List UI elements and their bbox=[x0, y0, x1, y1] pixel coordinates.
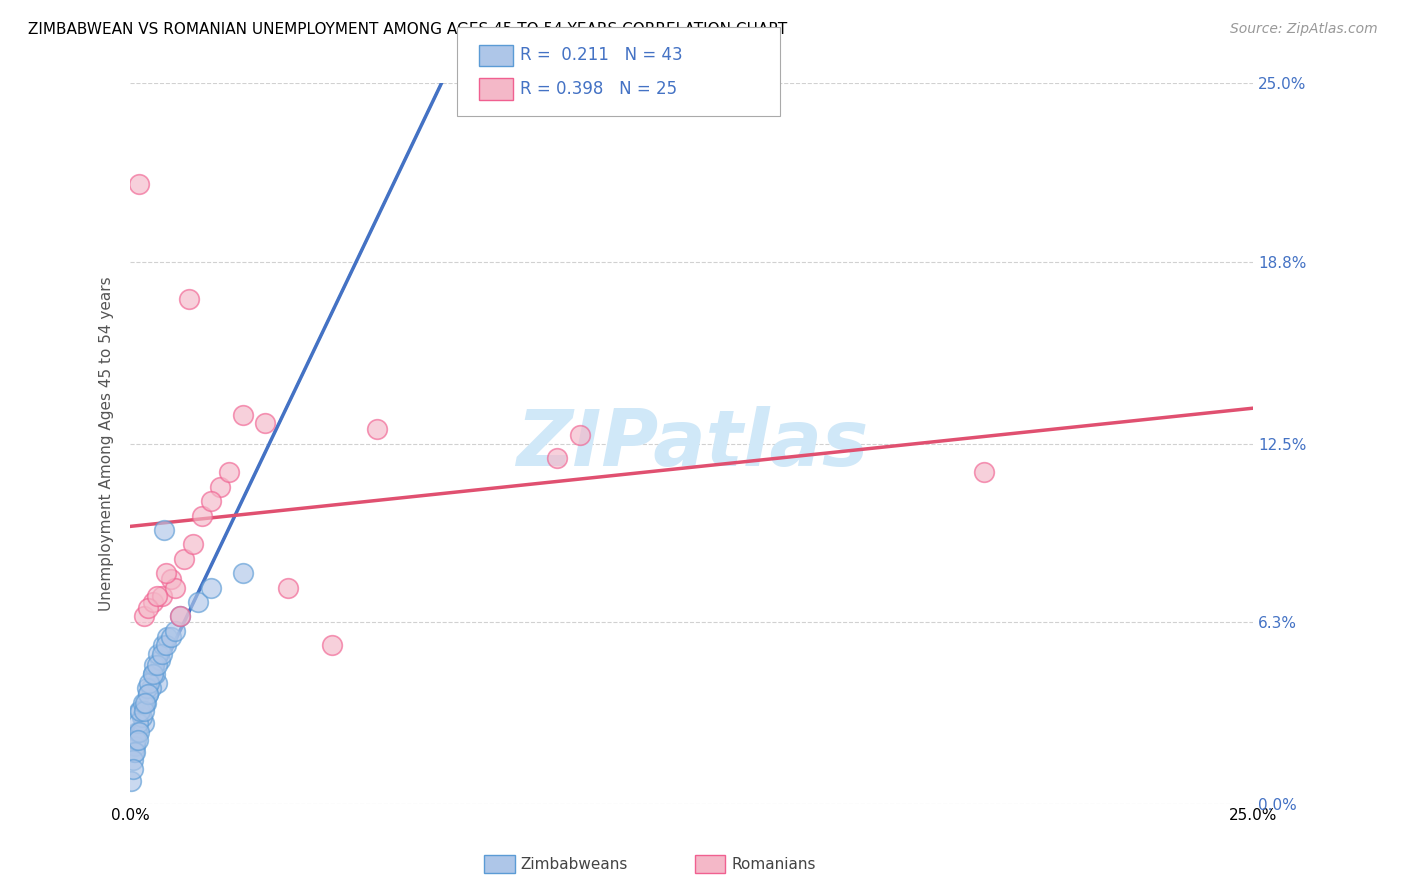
Point bbox=[128, 705, 150, 719]
Point bbox=[128, 178, 150, 192]
Point bbox=[124, 745, 146, 759]
Point bbox=[173, 551, 195, 566]
Point bbox=[122, 762, 145, 776]
Point bbox=[152, 638, 174, 652]
Point bbox=[122, 745, 145, 759]
Text: R =  0.211   N = 43: R = 0.211 N = 43 bbox=[520, 46, 683, 64]
Point bbox=[165, 624, 187, 638]
Point bbox=[132, 705, 155, 719]
Point bbox=[159, 572, 181, 586]
Point bbox=[143, 667, 166, 681]
Point bbox=[132, 715, 155, 730]
Point bbox=[155, 638, 177, 652]
Point bbox=[146, 589, 169, 603]
Point bbox=[200, 494, 222, 508]
Point bbox=[973, 466, 995, 480]
Point bbox=[142, 658, 165, 673]
Point bbox=[254, 417, 277, 431]
Point bbox=[209, 480, 232, 494]
Point bbox=[232, 408, 254, 422]
Point bbox=[181, 537, 204, 551]
Text: Romanians: Romanians bbox=[731, 857, 815, 871]
Point bbox=[148, 647, 170, 661]
Point bbox=[136, 687, 159, 701]
Point bbox=[156, 630, 179, 644]
Point bbox=[132, 609, 155, 624]
Point bbox=[121, 753, 143, 767]
Point bbox=[146, 675, 169, 690]
Text: Zimbabweans: Zimbabweans bbox=[520, 857, 627, 871]
Point bbox=[321, 638, 343, 652]
Point bbox=[124, 739, 146, 753]
Point bbox=[155, 566, 177, 581]
Point bbox=[136, 681, 159, 696]
Text: ZIPatlas: ZIPatlas bbox=[516, 406, 868, 482]
Point bbox=[125, 724, 148, 739]
Point bbox=[218, 466, 240, 480]
Point bbox=[546, 450, 568, 465]
Y-axis label: Unemployment Among Ages 45 to 54 years: Unemployment Among Ages 45 to 54 years bbox=[100, 277, 114, 611]
Point bbox=[200, 581, 222, 595]
Point bbox=[366, 422, 388, 436]
Point bbox=[139, 681, 162, 696]
Point bbox=[142, 595, 165, 609]
Point bbox=[568, 428, 591, 442]
Point bbox=[232, 566, 254, 581]
Point bbox=[134, 696, 156, 710]
Point bbox=[138, 675, 160, 690]
Point bbox=[277, 581, 299, 595]
Point bbox=[142, 667, 165, 681]
Point bbox=[136, 687, 159, 701]
Point bbox=[129, 705, 152, 719]
Point bbox=[132, 696, 155, 710]
Text: ZIMBABWEAN VS ROMANIAN UNEMPLOYMENT AMONG AGES 45 TO 54 YEARS CORRELATION CHART: ZIMBABWEAN VS ROMANIAN UNEMPLOYMENT AMON… bbox=[28, 22, 787, 37]
Point bbox=[127, 733, 149, 747]
Point bbox=[169, 609, 191, 624]
Point bbox=[120, 773, 142, 788]
Text: Source: ZipAtlas.com: Source: ZipAtlas.com bbox=[1230, 22, 1378, 37]
Text: R = 0.398   N = 25: R = 0.398 N = 25 bbox=[520, 80, 678, 98]
Point bbox=[131, 710, 153, 724]
Point bbox=[125, 733, 148, 747]
Point bbox=[136, 600, 159, 615]
Point bbox=[159, 630, 181, 644]
Point bbox=[127, 715, 149, 730]
Point bbox=[169, 609, 191, 624]
Point bbox=[150, 589, 173, 603]
Point bbox=[165, 581, 187, 595]
Point bbox=[187, 595, 209, 609]
Point bbox=[128, 724, 150, 739]
Point bbox=[191, 508, 214, 523]
Point bbox=[150, 647, 173, 661]
Point bbox=[142, 667, 165, 681]
Point bbox=[148, 652, 170, 666]
Point bbox=[177, 293, 200, 307]
Point bbox=[146, 658, 169, 673]
Point bbox=[153, 523, 176, 537]
Point bbox=[135, 696, 157, 710]
